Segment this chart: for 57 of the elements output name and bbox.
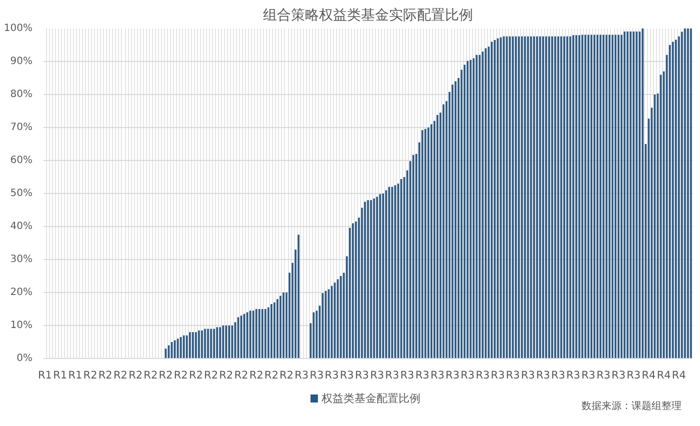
x-tick-label: R2 bbox=[234, 370, 248, 382]
y-tick-label: 0% bbox=[16, 353, 33, 364]
x-tick-label: R3 bbox=[370, 370, 384, 382]
x-tick-label: R4 bbox=[656, 370, 672, 382]
x-tick-label: R2 bbox=[144, 370, 158, 382]
x-tick-label: R2 bbox=[188, 370, 203, 382]
y-tick-label: 40% bbox=[10, 221, 33, 232]
y-tick-label: 60% bbox=[10, 155, 33, 166]
x-tick-label: R1 bbox=[53, 370, 68, 382]
x-tick-label: R2 bbox=[113, 370, 128, 382]
x-tick-label: R3 bbox=[581, 370, 596, 382]
x-tick-label: R2 bbox=[98, 370, 112, 382]
x-tick-label: R2 bbox=[158, 370, 173, 382]
x-tick-label: R3 bbox=[566, 370, 580, 382]
x-tick-label: R2 bbox=[249, 370, 264, 382]
x-tick-label: R1 bbox=[68, 370, 82, 382]
x-tick-label: R4 bbox=[672, 370, 686, 382]
x-tick-label: R3 bbox=[521, 370, 535, 382]
x-tick-label: R2 bbox=[280, 370, 294, 382]
x-tick-label: R3 bbox=[354, 370, 369, 382]
y-tick-label: 30% bbox=[10, 254, 33, 265]
x-tick-label: R3 bbox=[536, 370, 550, 382]
x-tick-label: R2 bbox=[174, 370, 188, 382]
x-tick-label: R2 bbox=[264, 370, 278, 382]
x-tick-label: R2 bbox=[204, 370, 218, 382]
x-tick-label: R2 bbox=[128, 370, 143, 382]
x-tick-label: R3 bbox=[460, 370, 475, 382]
y-tick-label: 80% bbox=[10, 89, 33, 100]
y-tick-label: 70% bbox=[10, 122, 33, 133]
x-tick-label: R3 bbox=[446, 370, 460, 382]
x-tick-label: R3 bbox=[400, 370, 414, 382]
x-tick-label: R2 bbox=[83, 370, 98, 382]
x-tick-label: R3 bbox=[415, 370, 430, 382]
x-tick-label: R2 bbox=[219, 370, 234, 382]
x-tick-label: R3 bbox=[385, 370, 400, 382]
x-tick-label: R3 bbox=[506, 370, 520, 382]
x-tick-label: R3 bbox=[490, 370, 505, 382]
x-tick-label: R3 bbox=[476, 370, 490, 382]
x-tick-label: R3 bbox=[310, 370, 324, 382]
chart-title: 组合策略权益类基金实际配置比例 bbox=[263, 8, 473, 24]
y-tick-label: 10% bbox=[10, 320, 33, 331]
x-tick-label: R3 bbox=[596, 370, 610, 382]
x-tick-label: R3 bbox=[612, 370, 626, 382]
x-tick-label: R3 bbox=[340, 370, 354, 382]
source-note: 数据来源：课题组整理 bbox=[581, 400, 682, 412]
y-tick-label: 20% bbox=[10, 287, 33, 298]
x-tick-label: R3 bbox=[551, 370, 566, 382]
y-tick-label: 90% bbox=[10, 56, 33, 67]
x-tick-label: R3 bbox=[294, 370, 309, 382]
y-tick-label: 100% bbox=[4, 23, 33, 34]
legend-label: 权益类基金配置比例 bbox=[320, 392, 421, 405]
x-tick-label: R4 bbox=[642, 370, 656, 382]
x-tick-label: R1 bbox=[38, 370, 52, 382]
x-tick-label: R3 bbox=[430, 370, 444, 382]
x-tick-label: R3 bbox=[324, 370, 339, 382]
y-tick-label: 50% bbox=[10, 188, 33, 199]
x-tick-label: R3 bbox=[626, 370, 641, 382]
